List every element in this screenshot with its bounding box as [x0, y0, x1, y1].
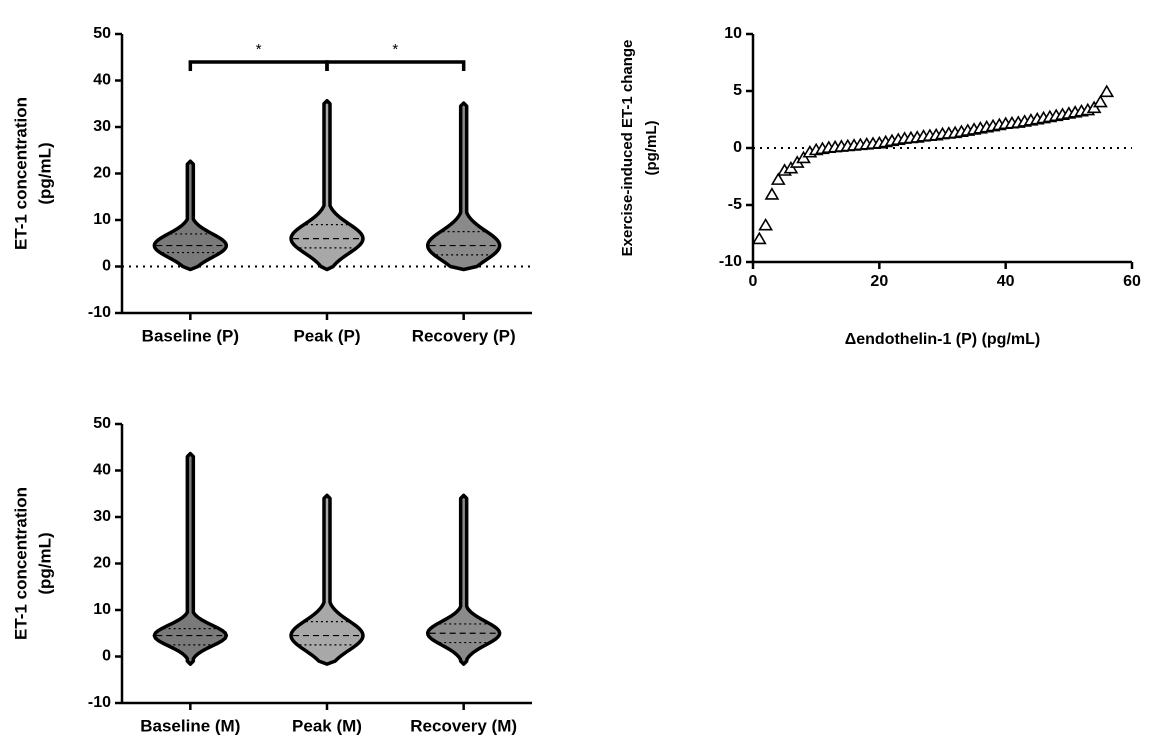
y-axis-label: ET-1 concentration [11, 97, 30, 250]
y-tick-label: 10 [724, 25, 742, 42]
x-tick-label: 0 [749, 273, 758, 290]
y-tick-label: 0 [733, 139, 742, 156]
x-tick-label: 40 [997, 273, 1015, 290]
point [758, 217, 774, 231]
significance-label: * [392, 41, 398, 58]
y-tick-label: 10 [93, 601, 111, 618]
violin [425, 493, 502, 666]
violin [425, 101, 502, 272]
x-tick-label: Recovery (P) [412, 326, 516, 345]
point [751, 231, 767, 245]
x-tick-label: Peak (P) [293, 326, 360, 345]
y-tick-label: 20 [93, 165, 111, 182]
x-tick-label: 20 [870, 273, 888, 290]
y-tick-label: 0 [102, 648, 111, 665]
significance-label: * [256, 41, 262, 58]
x-tick-label: Peak (M) [292, 716, 362, 735]
significance-bracket [325, 60, 466, 71]
y-axis-label: (pg/mL) [35, 142, 54, 204]
y-axis-label: (pg/mL) [35, 532, 54, 594]
y-tick-label: 50 [93, 415, 111, 432]
y-tick-label: 20 [93, 555, 111, 572]
violin [289, 493, 365, 666]
point [1093, 94, 1108, 108]
y-axis-label: ET-1 concentration [11, 487, 30, 640]
y-tick-label: 40 [93, 462, 111, 479]
y-tick-label: 5 [733, 82, 742, 99]
x-tick-label: Baseline (M) [140, 716, 240, 735]
y-tick-label: -10 [719, 253, 742, 270]
violin [289, 99, 365, 272]
y-tick-label: 40 [93, 72, 111, 89]
point [764, 187, 780, 200]
x-tick-label: Baseline (P) [142, 326, 239, 345]
violin [152, 159, 229, 272]
y-tick-label: 50 [93, 25, 111, 42]
y-tick-label: -5 [728, 196, 742, 213]
y-tick-label: 0 [102, 258, 111, 275]
significance-bracket [188, 60, 329, 71]
y-axis-label: (pg/mL) [643, 121, 660, 176]
point [770, 172, 786, 185]
y-tick-label: -10 [88, 304, 111, 321]
y-tick-label: -10 [88, 694, 111, 711]
x-axis-label: Δendothelin-1 (P) (pg/mL) [845, 331, 1040, 348]
x-tick-label: 60 [1123, 273, 1141, 290]
x-tick-label: Recovery (M) [410, 716, 517, 735]
y-tick-label: 30 [93, 118, 111, 135]
point [1099, 84, 1115, 98]
y-axis-label: Exercise-induced ET-1 change [619, 40, 636, 257]
violin [152, 451, 229, 666]
y-tick-label: 30 [93, 508, 111, 525]
y-tick-label: 10 [93, 211, 111, 228]
